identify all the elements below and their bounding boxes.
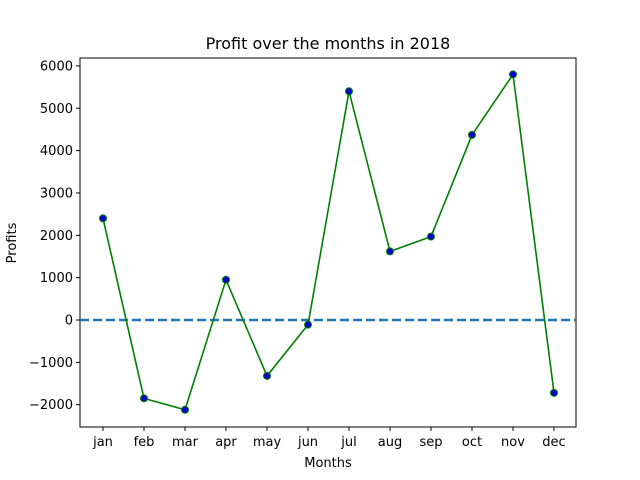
data-point	[304, 320, 312, 329]
data-point	[345, 87, 353, 96]
x-tick-label: aug	[378, 435, 402, 450]
x-tick-label: oct	[462, 435, 482, 450]
y-tick-label: 2000	[40, 229, 73, 244]
x-tick-label: sep	[419, 435, 442, 450]
x-tick-label: apr	[215, 435, 237, 450]
data-point	[140, 394, 148, 403]
data-point	[181, 405, 189, 414]
x-axis-label: Months	[304, 456, 352, 471]
y-axis-label: Profits	[5, 222, 20, 263]
x-tick-label: may	[253, 435, 282, 450]
x-tick-label: nov	[501, 435, 525, 450]
data-point	[468, 130, 476, 139]
data-point	[386, 247, 394, 256]
chart-title: Profit over the months in 2018	[206, 34, 451, 53]
x-tick-label: jan	[92, 435, 113, 450]
y-tick-label: 3000	[40, 186, 73, 201]
data-point	[427, 232, 435, 241]
y-tick-label: −2000	[29, 398, 73, 413]
data-point	[99, 214, 107, 223]
data-point	[263, 371, 271, 380]
y-tick-label: 0	[65, 314, 73, 329]
plot-area: 6000 5000 4000 3000 2000 1000 0 −1000 −2000 jan fe…	[29, 57, 577, 450]
x-tick-label: jun	[297, 435, 318, 450]
y-tick-label: 5000	[40, 102, 73, 117]
y-tick-label: 4000	[40, 144, 73, 159]
x-tick-label: dec	[542, 435, 565, 450]
x-tick-label: mar	[172, 435, 199, 450]
x-tick-label: feb	[134, 435, 155, 450]
axes-frame	[79, 57, 577, 428]
data-point	[550, 388, 558, 397]
series-line	[102, 72, 555, 411]
y-tick-label: −1000	[29, 356, 73, 371]
data-point	[509, 70, 517, 79]
data-point	[222, 275, 230, 284]
x-tick-label: jul	[340, 435, 356, 450]
y-tick-label: 1000	[40, 271, 73, 286]
y-tick-label: 6000	[40, 59, 73, 74]
